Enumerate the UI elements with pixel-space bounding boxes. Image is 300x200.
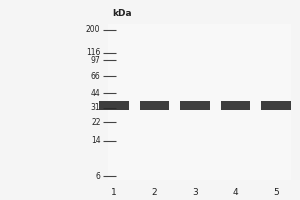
Text: 14: 14 (91, 136, 100, 145)
Text: 200: 200 (86, 25, 100, 34)
Text: 66: 66 (91, 72, 100, 81)
Bar (261, 101, 291, 110)
Bar (180, 101, 210, 110)
Text: 3: 3 (192, 188, 198, 197)
Text: 4: 4 (233, 188, 238, 197)
Text: 6: 6 (96, 172, 100, 181)
Bar (140, 101, 169, 110)
Text: 2: 2 (152, 188, 157, 197)
Text: 31: 31 (91, 103, 100, 112)
Text: 44: 44 (91, 89, 100, 98)
Bar (108, 24, 291, 180)
Text: 5: 5 (273, 188, 279, 197)
Text: kDa: kDa (112, 9, 132, 18)
Text: 22: 22 (91, 118, 100, 127)
Text: 97: 97 (91, 56, 100, 65)
Bar (221, 101, 250, 110)
Bar (99, 101, 129, 110)
Text: 116: 116 (86, 48, 100, 57)
Text: 1: 1 (111, 188, 117, 197)
